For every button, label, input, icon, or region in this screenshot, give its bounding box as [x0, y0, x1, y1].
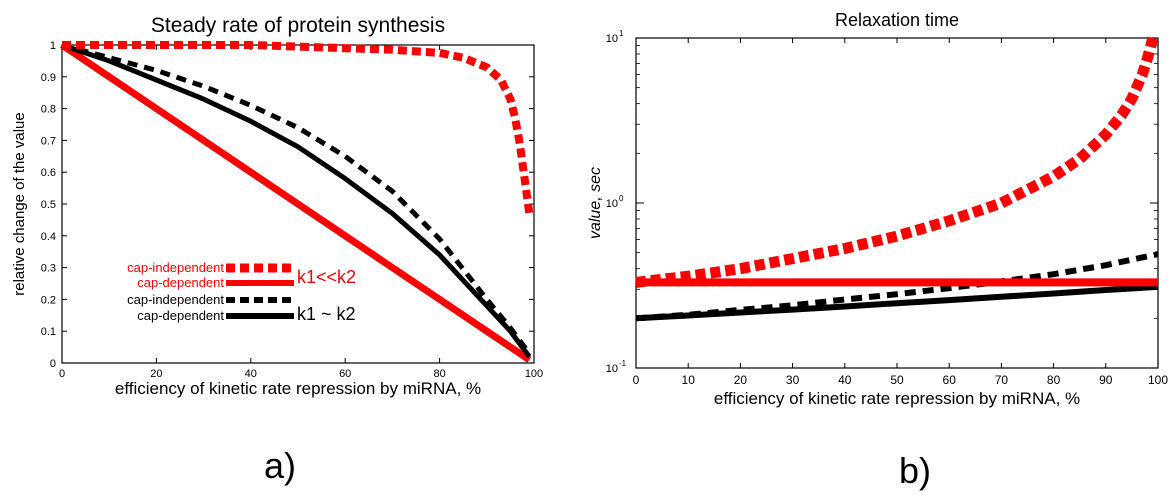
chart-b-y-tick-label: 10 [606, 198, 618, 210]
chart-b-title: Relaxation time [835, 10, 959, 30]
chart-a-y-axis-label: relative change of the value [11, 112, 28, 295]
chart-a-legend-label-1: cap-dependent [137, 275, 224, 290]
chart-a-y-tick-label: 0.8 [41, 104, 56, 116]
chart-a-x-tick-label: 0 [59, 368, 65, 380]
chart-a-y-tick-label: 1 [50, 40, 56, 52]
chart-b-series-line-0 [635, 36, 1159, 288]
chart-a-y-tick-label: 0.9 [41, 72, 56, 84]
chart-b-x-tick-label: 10 [682, 373, 696, 387]
chart-b-x-tick-label: 0 [633, 373, 640, 387]
chart-a-y-ticks: 0 0.1 0.2 0.3 0.4 0.5 0.6 0.7 0.8 0.9 1 [41, 40, 534, 370]
chart-panel-a: Steady rate of protein synthesis 0 20 40 60… [11, 14, 543, 486]
chart-b-x-axis-label: efficiency of kinetic rate repression by… [714, 389, 1080, 408]
chart-a-y-tick-label: 0.7 [41, 135, 56, 147]
chart-panel-b: Relaxation time 0 10 20 30 40 50 60 70 80 90 100 1… [587, 10, 1168, 491]
chart-a-x-tick-label: 40 [245, 368, 257, 380]
chart-a-y-tick-label: 0.5 [41, 199, 56, 211]
chart-b-y-axis-label: value, sec [587, 167, 604, 239]
chart-b-x-tick-label: 40 [838, 373, 852, 387]
chart-b-x-tick-label: 50 [890, 373, 904, 387]
chart-a-x-tick-label: 80 [433, 368, 445, 380]
chart-a-x-tick-label: 20 [150, 368, 162, 380]
chart-b-series [635, 36, 1159, 322]
chart-b-x-tick-label: 80 [1047, 373, 1061, 387]
chart-a-x-axis-label: efficiency of kinetic rate repression by… [115, 379, 481, 398]
chart-a-legend-label-0: cap-independent [127, 260, 224, 275]
chart-b-x-tick-label: 60 [943, 373, 957, 387]
chart-a-y-tick-label: 0 [50, 358, 56, 370]
chart-a-legend-label-3: cap-dependent [137, 308, 224, 323]
chart-a-panel-label: a) [264, 445, 296, 486]
chart-b-x-tick-label: 30 [786, 373, 800, 387]
chart-b-x-tick-label: 20 [734, 373, 748, 387]
chart-b-panel-label: b) [899, 450, 931, 491]
chart-a-x-tick-label: 60 [339, 368, 351, 380]
chart-b-x-tick-label: 70 [995, 373, 1009, 387]
chart-a-series-line-1 [60, 42, 532, 363]
chart-b-x-ticks: 0 10 20 30 40 50 60 70 80 90 100 [633, 38, 1168, 387]
chart-a-series-line-2 [61, 42, 532, 355]
chart-b-y-tick-exponent: 1 [619, 29, 624, 38]
chart-b-y-tick-exponent: 0 [619, 194, 624, 203]
chart-a-y-tick-label: 0.2 [41, 294, 56, 306]
chart-b-y-tick-label: 10 [606, 363, 618, 375]
chart-b-series-line-3 [635, 283, 1159, 322]
chart-b-y-tick-exponent: -1 [619, 359, 627, 368]
chart-b-x-tick-label: 100 [1148, 373, 1168, 387]
chart-a-title: Steady rate of protein synthesis [151, 14, 445, 37]
chart-b-x-tick-label: 90 [1099, 373, 1113, 387]
chart-a-x-ticks: 0 20 40 60 80 100 [59, 45, 543, 380]
chart-a-series [60, 41, 534, 363]
chart-a-y-tick-label: 0.1 [41, 326, 56, 338]
chart-a-legend-group-label: k1 ~ k2 [297, 304, 356, 324]
chart-a-y-tick-label: 0.6 [41, 167, 56, 179]
chart-a-series-line-0 [62, 41, 534, 215]
chart-a-series-line-3 [61, 42, 532, 359]
chart-b-y-tick-label: 10 [606, 33, 618, 45]
chart-a-legend-label-2: cap-independent [127, 292, 224, 307]
chart-a-x-tick-label: 100 [525, 368, 543, 380]
chart-b-series-line-2 [635, 251, 1159, 322]
chart-a-y-tick-label: 0.3 [41, 263, 56, 275]
chart-b-plot-area [635, 37, 1159, 369]
chart-a-legend-group-label: k1<<k2 [297, 267, 356, 287]
chart-a-y-tick-label: 0.4 [41, 231, 56, 243]
chart-a-legend: cap-independentcap-dependentcap-independ… [127, 260, 356, 324]
